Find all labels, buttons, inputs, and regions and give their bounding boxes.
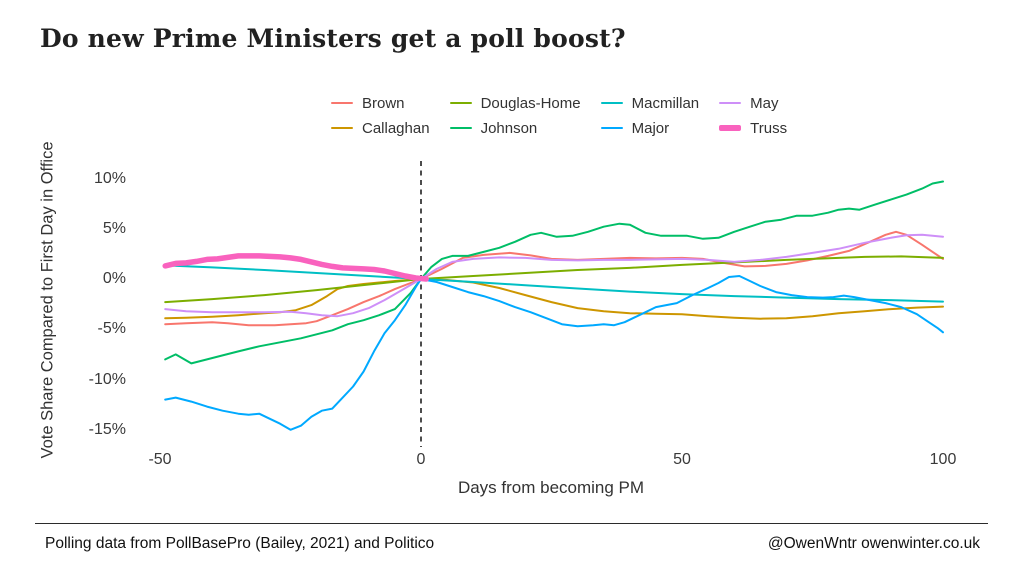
legend-swatch-macmillan [600, 101, 623, 105]
footer-source-credit: Polling data from PollBasePro (Bailey, 2… [45, 535, 435, 552]
legend-swatch-major [600, 126, 623, 130]
series-line-major [164, 275, 944, 431]
series-line-macmillan [164, 264, 944, 303]
y-tick-label: -15% [88, 420, 126, 438]
legend-label: Brown [362, 94, 405, 112]
chart-legend: Brown Callaghan Douglas-Home Johnson Macmill… [331, 94, 787, 137]
y-tick-label: 5% [102, 219, 126, 237]
x-tick-label: 100 [929, 451, 957, 468]
legend-item-may: May [719, 94, 787, 112]
series-line-johnson [164, 180, 944, 365]
y-tick-label: 0% [102, 270, 126, 287]
series-line-truss [162, 253, 429, 282]
legend-item-truss: Truss [719, 119, 787, 137]
legend-swatch-douglas-home [449, 101, 472, 105]
legend-item-callaghan: Callaghan [331, 119, 430, 137]
series-line-brown [164, 230, 944, 327]
footer-author-credit: @OwenWntr owenwinter.co.uk [767, 535, 980, 552]
y-tick-label: -10% [88, 370, 126, 388]
legend-label: Johnson [480, 119, 538, 137]
legend-label: Douglas-Home [480, 94, 581, 112]
chart-title: Do new Prime Ministers get a poll boost? [40, 24, 626, 53]
legend-label: Callaghan [362, 119, 430, 137]
x-tick-label: 50 [673, 451, 691, 468]
legend-item-brown: Brown [331, 94, 430, 112]
footer-divider [35, 523, 988, 524]
series-line-douglas-home [164, 255, 944, 304]
legend-item-major: Major [600, 119, 700, 137]
legend-label: Major [631, 119, 670, 137]
y-axis-title: Vote Share Compared to First Day in Offi… [38, 141, 57, 459]
legend-item-johnson: Johnson [449, 119, 581, 137]
legend-label: Truss [750, 119, 788, 137]
legend-swatch-brown [331, 101, 353, 105]
legend-swatch-may [719, 101, 742, 105]
y-tick-label: -5% [97, 320, 126, 338]
legend-item-macmillan: Macmillan [600, 94, 700, 112]
legend-swatch-truss [719, 125, 742, 131]
x-tick-label: 0 [416, 451, 426, 468]
y-tick-label: 10% [93, 169, 126, 187]
x-axis-title: Days from becoming PM [457, 478, 645, 497]
series-line-may [164, 233, 944, 318]
legend-label: May [750, 94, 779, 112]
legend-swatch-johnson [449, 126, 472, 130]
legend-item-douglas-home: Douglas-Home [449, 94, 581, 112]
x-tick-label: -50 [148, 451, 172, 468]
legend-swatch-callaghan [331, 126, 353, 130]
legend-label: Macmillan [631, 94, 700, 112]
